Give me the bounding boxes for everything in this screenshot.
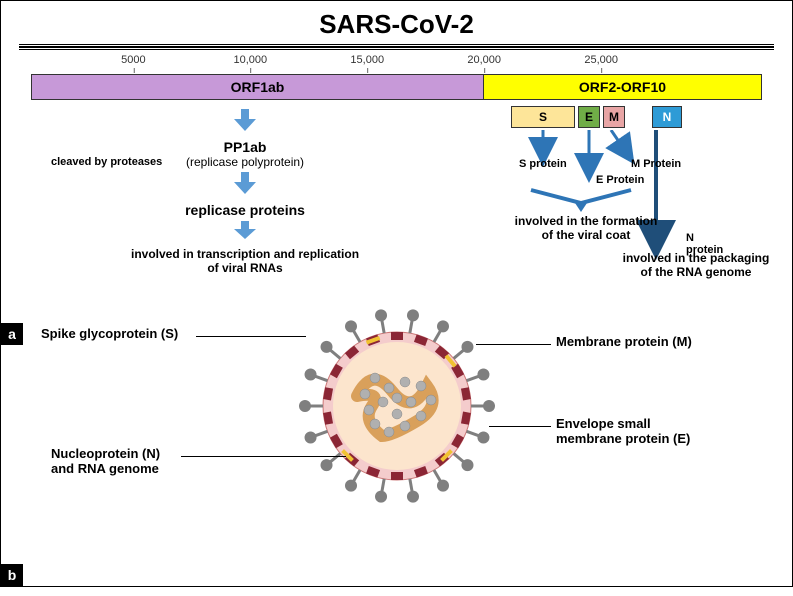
gene-box-s: S — [511, 106, 575, 128]
gene-box-n: N — [652, 106, 682, 128]
genome-bar: ORF1ab ORF2-ORF10 — [31, 74, 762, 100]
orf1ab-region: ORF1ab — [32, 75, 484, 99]
ruler-tick: 10,000 — [233, 54, 267, 66]
replicase-label: replicase proteins — [131, 202, 359, 218]
packaging-function-text: involved in the packaging of the RNA gen… — [606, 251, 786, 279]
pp1ab-label: PP1ab — [131, 139, 359, 155]
m-protein-label: M Protein — [631, 158, 681, 170]
pp1ab-subtitle: (replicase polyprotein) — [131, 155, 359, 169]
virion-svg — [297, 306, 497, 506]
structural-gene-boxes: SEM N — [511, 106, 682, 128]
genome-ruler: 5000 10,000 15,000 20,000 25,000 — [31, 50, 762, 74]
e-protein-label: E Protein — [596, 174, 644, 186]
virion-diagram-area: Spike glycoprotein (S) Membrane protein … — [1, 296, 792, 596]
left-pathway: PP1ab (replicase polyprotein) cleaved by… — [131, 106, 359, 275]
envelope-leader — [489, 426, 551, 427]
spike-leader — [196, 336, 306, 337]
ruler-tick: 20,000 — [467, 54, 501, 66]
panel-a-label: a — [1, 323, 23, 345]
ruler-tick: 15,000 — [350, 54, 384, 66]
membrane-leader — [476, 344, 551, 345]
nucleoprotein-leader — [181, 456, 346, 457]
orf2-orf10-region: ORF2-ORF10 — [484, 75, 761, 99]
envelope-label: Envelope small membrane protein (E) — [556, 416, 690, 446]
cleaved-label: cleaved by proteases — [51, 156, 162, 168]
coat-function-text: involved in the formation of the viral c… — [491, 214, 681, 242]
ruler-tick: 5000 — [121, 54, 145, 66]
ruler-tick: 25,000 — [584, 54, 618, 66]
arrow-orf1ab-to-pp1ab — [232, 109, 258, 131]
panel-b-label: b — [1, 564, 23, 586]
right-pathway: SEMN S protein M Protein E Protein invol… — [511, 106, 682, 128]
membrane-label: Membrane protein (M) — [556, 334, 692, 349]
gene-box-e: E — [578, 106, 600, 128]
gene-box-m: M — [603, 106, 625, 128]
s-protein-label: S protein — [519, 158, 567, 170]
spike-label: Spike glycoprotein (S) — [41, 326, 178, 341]
left-function-text: involved in transcription and replicatio… — [131, 247, 359, 275]
figure-title: SARS-CoV-2 — [1, 1, 792, 44]
pathway-area: PP1ab (replicase polyprotein) cleaved by… — [31, 106, 762, 306]
arrow-replicase-to-function — [232, 221, 258, 239]
arrow-pp1ab-to-replicase — [232, 172, 258, 194]
nucleoprotein-label: Nucleoprotein (N) and RNA genome — [51, 446, 160, 476]
